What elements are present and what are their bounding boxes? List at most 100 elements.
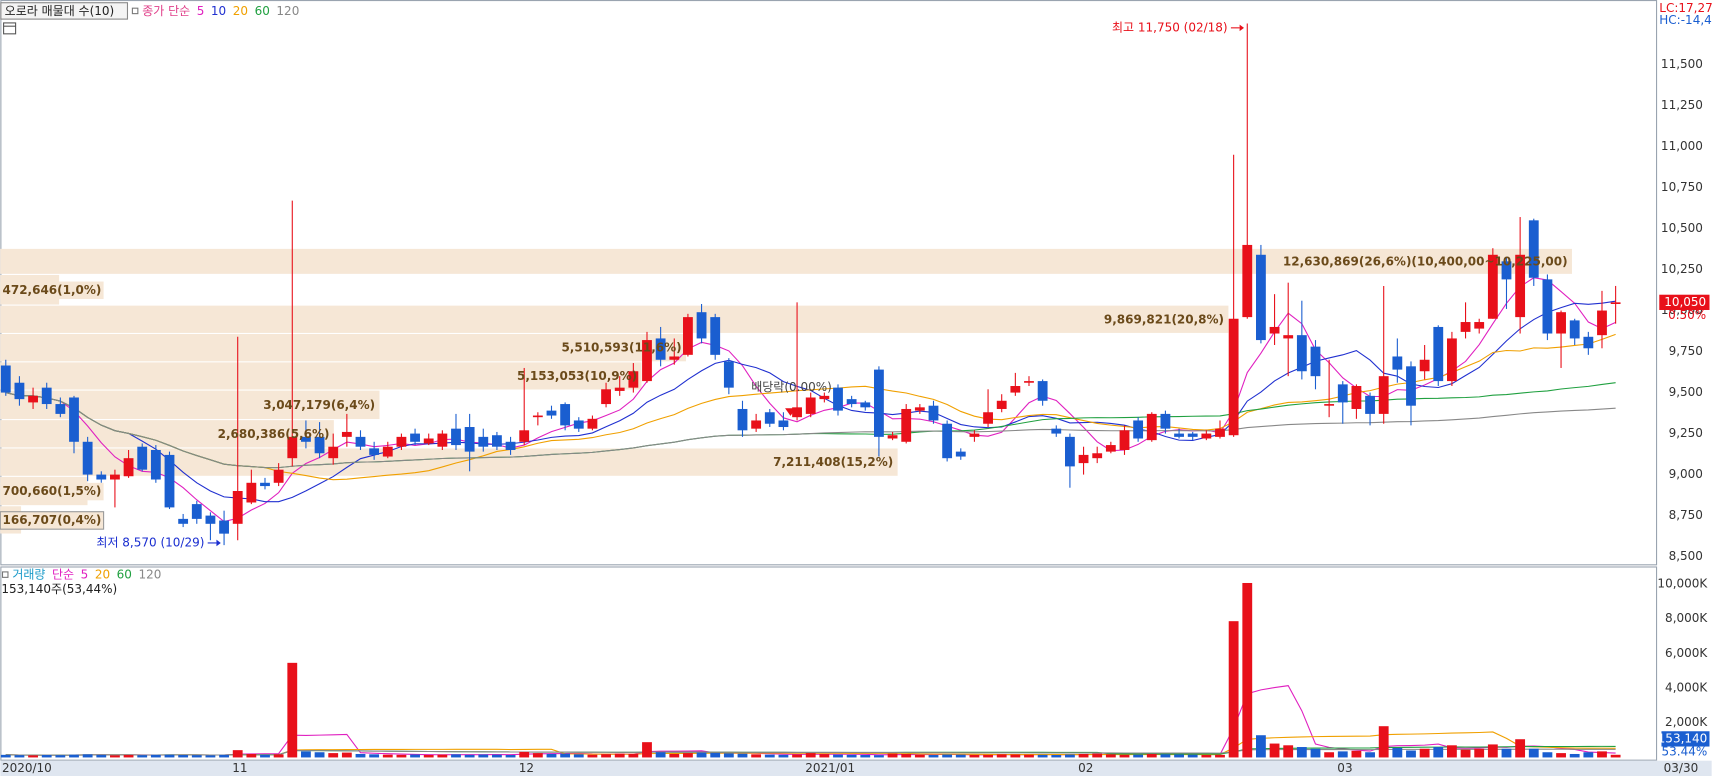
y-tick-label: 10,500 [1661, 221, 1703, 235]
volume-bar [191, 755, 202, 758]
volume-bar [451, 754, 461, 758]
volume-bar [601, 754, 611, 758]
volume-bar [123, 755, 134, 758]
volume-bar [301, 751, 311, 758]
volume-bar [914, 754, 925, 758]
candle-body [1337, 384, 1348, 403]
annotation: 최고 11,750 (02/18) [1112, 20, 1228, 34]
volume-bar [1010, 754, 1021, 758]
candle-body [1160, 413, 1171, 429]
legend-entry: 120 [276, 4, 299, 18]
candle-body [1351, 386, 1362, 409]
band-label: 12,630,869(26,6%)(10,400,00~10,225,00) [1283, 254, 1568, 268]
volume-bar [110, 755, 120, 758]
candle-body [1228, 318, 1239, 436]
volume-bar [1365, 752, 1375, 758]
volume-bar [69, 754, 79, 758]
band-label: 2,680,386(5,6%) [218, 427, 330, 441]
candle-body [723, 361, 734, 388]
volume-bar [328, 753, 339, 758]
candle-body [451, 428, 461, 446]
candle-body [1256, 254, 1266, 341]
volume-bar [901, 753, 912, 758]
candle-body [874, 369, 884, 437]
volume-bar [996, 754, 1007, 758]
volume-bar [928, 755, 939, 758]
volume-bar [942, 754, 953, 758]
volume-bar [532, 753, 543, 758]
candle-body [1528, 220, 1539, 278]
mark-layer [0, 23, 1621, 758]
legend-marker [1, 571, 9, 578]
volume-bar [723, 753, 734, 758]
x-tick-label: 2021/01 [805, 761, 855, 775]
candle-body [273, 469, 284, 483]
price-band [0, 248, 1572, 274]
volume-bar [573, 754, 584, 758]
candle-body [260, 482, 270, 487]
candle-body [1310, 346, 1321, 377]
volume-bar [369, 754, 380, 758]
volume-bar [546, 753, 557, 758]
candle-body [1433, 326, 1444, 382]
y-tick-label: 8,500 [1669, 549, 1703, 563]
volume-bar [1501, 748, 1512, 758]
volume-bar [1065, 754, 1075, 758]
candle-body [1460, 322, 1471, 332]
band-label: 3,047,179(6,4%) [263, 398, 375, 412]
candle-body [464, 427, 475, 452]
x-tick-label: 2020/10 [2, 761, 52, 775]
annotation-arrow-head [1239, 24, 1244, 32]
last-price-box [1659, 294, 1710, 310]
volume-bar [696, 752, 707, 758]
volume-bar [846, 754, 857, 758]
candle-body [901, 408, 912, 442]
candle-body [505, 441, 516, 450]
candle-body [1024, 381, 1034, 383]
band-label: 7,211,408(15,2%) [773, 455, 893, 469]
volume-bar [246, 753, 257, 758]
candle-body [82, 441, 93, 475]
volume-bar [1037, 754, 1048, 758]
volume-bar [505, 755, 516, 758]
candle-body [287, 436, 298, 459]
price-band [0, 334, 687, 362]
candle-body [1119, 430, 1130, 450]
volume-bar [410, 754, 420, 758]
candle-body [328, 446, 339, 459]
candle-body [1092, 453, 1103, 459]
volume-bar [423, 755, 434, 758]
volume-bar [287, 662, 298, 758]
candle-body [1392, 356, 1403, 370]
x-tick-label: 02 [1078, 761, 1093, 775]
volume-bar [710, 752, 721, 758]
candle-body [1187, 433, 1198, 437]
volume-bar [587, 754, 598, 758]
legend-entry: 종가 단순 [142, 4, 190, 18]
candle-body [219, 520, 229, 534]
candle-body [1556, 312, 1566, 334]
volume-bar [1051, 755, 1062, 758]
volume-bar [792, 754, 802, 758]
volume-bar [833, 754, 843, 758]
lc-label: LC:17,27 [1659, 1, 1712, 15]
legend-entry: 5 [81, 568, 89, 582]
volume-bar [778, 754, 789, 758]
volume-bar [205, 755, 216, 758]
candle-body [669, 356, 680, 360]
indicator-box [0, 2, 129, 20]
annotation-arrow-head [216, 539, 221, 547]
candle-body [1283, 335, 1294, 339]
candle-body [846, 399, 857, 405]
band-label: 700,660(1,5%) [3, 484, 102, 498]
candle-body [246, 482, 257, 503]
volume-bar [1487, 744, 1498, 758]
last-price-label: 10,050 [1664, 295, 1706, 309]
volume-bar [1256, 735, 1266, 758]
price-band [0, 305, 1229, 333]
volume-bar [1569, 753, 1580, 758]
candle-body [1174, 433, 1184, 437]
volume-bar [1474, 748, 1485, 758]
candle-body [914, 407, 925, 411]
